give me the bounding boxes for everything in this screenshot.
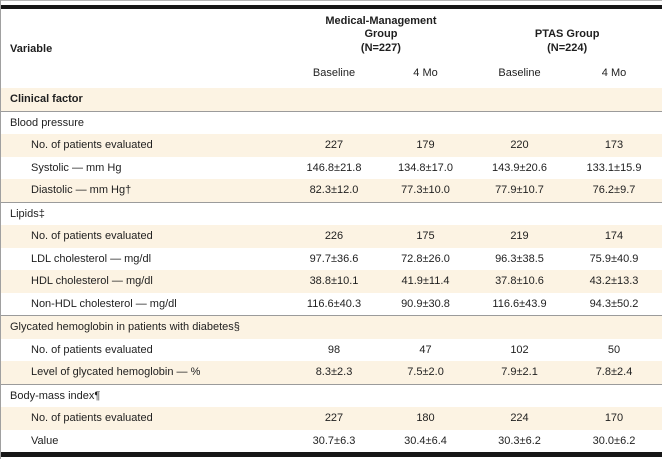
row-value: 180 (416, 412, 435, 425)
row-label: Level of glycated hemoglobin — % (31, 366, 201, 379)
table-row: LDL cholesterol — mg/dl 97.7±36.6 72.8±26.… (1, 248, 662, 271)
row-value: 82.3±12.0 (309, 184, 359, 197)
row-value: 7.9±2.1 (501, 366, 538, 379)
row-value: 90.9±30.8 (401, 297, 450, 310)
row-value: 75.9±40.9 (589, 252, 639, 265)
table-bottom-rule (1, 452, 662, 457)
table-row: Diastolic — mm Hg† 82.3±12.0 77.3±10.0 77.9… (1, 179, 662, 202)
row-value: 179 (416, 139, 435, 152)
row-value: 146.8±21.8 (306, 161, 362, 174)
table-row: Value 30.7±6.3 30.4±6.4 30.3±6.2 30.0±6.2 (1, 430, 662, 453)
row-value: 102 (510, 343, 529, 356)
row-value: 77.9±10.7 (495, 184, 544, 197)
variable-column-header: Variable (10, 43, 53, 55)
row-label: Diastolic — mm Hg† (31, 184, 132, 197)
row-value: 43.2±13.3 (589, 275, 639, 288)
subcolumn-4mo-2: 4 Mo (601, 67, 627, 79)
row-value: 97.7±36.6 (309, 252, 359, 265)
group-header-line: PTAS Group (534, 28, 600, 40)
row-value: 41.9±11.4 (401, 275, 450, 288)
row-label: Value (31, 434, 59, 447)
row-value: 72.8±26.0 (401, 252, 450, 265)
row-value: 220 (510, 139, 529, 152)
subcolumn-baseline-2: Baseline (498, 67, 541, 79)
row-value: 98 (327, 343, 341, 356)
table-row: Systolic — mm Hg 146.8±21.8 134.8±17.0 143.… (1, 157, 662, 180)
table-header-subcolumns: Baseline 4 Mo Baseline 4 Mo (1, 58, 662, 88)
top-gap (1, 1, 662, 5)
table-row: HDL cholesterol — mg/dl 38.8±10.1 41.9±11.… (1, 270, 662, 293)
table-row: Blood pressure (1, 110, 662, 135)
table-row: No. of patients evaluated 226 175 219 174 (1, 225, 662, 248)
table-row: No. of patients evaluated 227 179 220 173 (1, 134, 662, 157)
top-hairline (1, 0, 662, 1)
row-value: 173 (604, 139, 624, 152)
row-value: 224 (510, 412, 529, 425)
row-label: Body-mass index¶ (10, 389, 101, 402)
row-value: 47 (419, 343, 432, 356)
row-label: No. of patients evaluated (31, 230, 153, 243)
row-value: 227 (324, 139, 344, 152)
group-header-line: Medical-Management (325, 14, 437, 27)
subcolumn-4mo-1: 4 Mo (413, 67, 438, 79)
group-header-line: Group (364, 28, 398, 40)
row-label: Glycated hemoglobin in patients with dia… (10, 321, 240, 334)
row-value: 116.6±40.3 (306, 297, 362, 310)
row-label: No. of patients evaluated (31, 412, 153, 425)
row-label: HDL cholesterol — mg/dl (31, 275, 153, 288)
table-top-rule (1, 5, 662, 9)
row-value: 116.6±43.9 (492, 297, 547, 310)
row-value: 30.3±6.2 (498, 434, 541, 447)
row-value: 170 (604, 412, 624, 425)
table-row: Clinical factor (1, 88, 662, 111)
table-row: No. of patients evaluated 227 180 224 170 (1, 407, 662, 430)
bottom-gap (1, 457, 662, 459)
row-value: 175 (416, 230, 435, 243)
row-value: 219 (510, 230, 529, 243)
row-value: 38.8±10.1 (309, 275, 359, 288)
row-value: 50 (607, 343, 621, 356)
row-value: 7.8±2.4 (595, 366, 633, 379)
row-value: 30.0±6.2 (592, 434, 636, 447)
row-value: 226 (324, 230, 344, 243)
row-label: No. of patients evaluated (31, 343, 153, 356)
row-value: 8.3±2.3 (315, 366, 353, 379)
table-row: Body-mass index¶ (1, 383, 662, 408)
table-row: Level of glycated hemoglobin — % 8.3±2.3 7… (1, 361, 662, 384)
row-value: 30.7±6.3 (312, 434, 356, 447)
row-value: 76.2±9.7 (592, 184, 636, 197)
row-value: 77.3±10.0 (401, 184, 450, 197)
row-value: 143.9±20.6 (492, 161, 547, 174)
row-value: 227 (324, 412, 344, 425)
group-header-ptas: PTAS Group (N=224) (472, 9, 662, 58)
row-value: 37.8±10.6 (495, 275, 544, 288)
row-label: Lipids‡ (10, 207, 45, 220)
row-value: 96.3±38.5 (495, 252, 544, 265)
group-header-line: (N=224) (547, 41, 588, 54)
table-header-groups: Variable Medical-Management Group (N=227… (1, 9, 662, 58)
table-body: Clinical factor Blood pressure No. of pati… (1, 88, 662, 452)
row-value: 174 (604, 230, 624, 243)
row-value: 30.4±6.4 (404, 434, 447, 447)
row-value: 133.1±15.9 (586, 161, 642, 174)
row-label: Non-HDL cholesterol — mg/dl (31, 297, 177, 310)
table-row: Lipids‡ (1, 201, 662, 226)
group-header-medical-management: Medical-Management Group (N=227) (290, 9, 473, 58)
row-label: No. of patients evaluated (31, 139, 153, 152)
table-row: No. of patients evaluated 98 47 102 50 (1, 339, 662, 362)
table-row: Glycated hemoglobin in patients with dia… (1, 315, 662, 339)
row-label: Blood pressure (10, 116, 84, 129)
row-label: Clinical factor (10, 93, 83, 106)
group-header-line: (N=227) (360, 41, 401, 54)
row-label: LDL cholesterol — mg/dl (31, 252, 152, 265)
table-row: Non-HDL cholesterol — mg/dl 116.6±40.3 90.… (1, 293, 662, 316)
row-label: Systolic — mm Hg (31, 161, 122, 174)
subcolumn-baseline-1: Baseline (312, 67, 356, 79)
row-value: 7.5±2.0 (407, 366, 444, 379)
row-value: 94.3±50.2 (589, 297, 639, 310)
row-value: 134.8±17.0 (398, 161, 453, 174)
